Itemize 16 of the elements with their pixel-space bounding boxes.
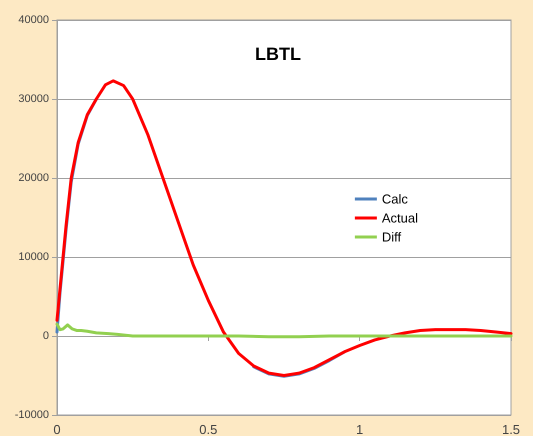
legend-label: Actual (382, 210, 418, 226)
y-tick-label: 10000 (18, 251, 49, 263)
y-tick-label: 0 (42, 330, 49, 342)
y-tick-label: 40000 (18, 14, 49, 26)
x-tick-label: 1 (356, 422, 364, 436)
line-series (56, 79, 512, 377)
x-tick-label: 0.5 (199, 422, 218, 436)
text: LBTL (255, 44, 301, 64)
y-tick-label: 30000 (18, 93, 49, 105)
x-tick-label: 1.5 (502, 422, 520, 436)
legend-label: Calc (382, 192, 408, 206)
y-tick-label: 20000 (18, 172, 49, 184)
x-tick-label: 0 (53, 422, 61, 436)
legend-label: Diff (382, 230, 402, 244)
line-series (56, 322, 512, 338)
y-tick-label: -10000 (14, 409, 49, 421)
